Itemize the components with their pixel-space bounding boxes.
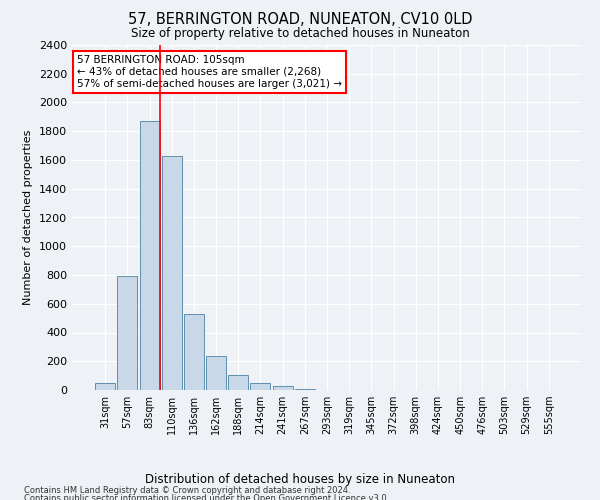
Y-axis label: Number of detached properties: Number of detached properties: [23, 130, 34, 305]
Bar: [162, 156, 182, 390]
Text: 57, BERRINGTON ROAD, NUNEATON, CV10 0LD: 57, BERRINGTON ROAD, NUNEATON, CV10 0LD: [128, 12, 472, 28]
Text: Contains HM Land Registry data © Crown copyright and database right 2024.: Contains HM Land Registry data © Crown c…: [24, 486, 350, 495]
Bar: [250, 383, 271, 390]
Bar: [206, 356, 226, 390]
Bar: [295, 388, 315, 390]
Bar: [228, 375, 248, 390]
Bar: [140, 121, 160, 390]
Text: Distribution of detached houses by size in Nuneaton: Distribution of detached houses by size …: [145, 472, 455, 486]
Bar: [95, 383, 115, 390]
Text: 57 BERRINGTON ROAD: 105sqm
← 43% of detached houses are smaller (2,268)
57% of s: 57 BERRINGTON ROAD: 105sqm ← 43% of deta…: [77, 56, 342, 88]
Text: Size of property relative to detached houses in Nuneaton: Size of property relative to detached ho…: [131, 28, 469, 40]
Bar: [272, 386, 293, 390]
Text: Contains public sector information licensed under the Open Government Licence v3: Contains public sector information licen…: [24, 494, 389, 500]
Bar: [118, 276, 137, 390]
Bar: [184, 314, 204, 390]
